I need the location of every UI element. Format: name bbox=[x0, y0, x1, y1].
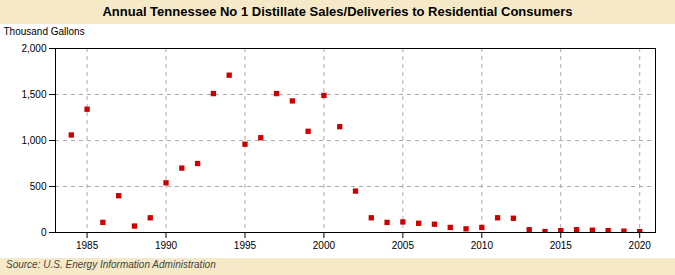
svg-text:2005: 2005 bbox=[392, 240, 415, 251]
svg-text:1,000: 1,000 bbox=[21, 135, 46, 146]
svg-text:500: 500 bbox=[30, 181, 47, 192]
svg-text:2000: 2000 bbox=[313, 240, 336, 251]
svg-text:2020: 2020 bbox=[629, 240, 652, 251]
svg-text:1990: 1990 bbox=[155, 240, 178, 251]
svg-text:0: 0 bbox=[41, 227, 47, 238]
html-text:Source: U.S. Energy Informatio: Source: U.S. Energy Information Administ… bbox=[6, 259, 216, 270]
html-text:Annual Tennessee No 1 Distilla: Annual Tennessee No 1 Distillate Sales/D… bbox=[102, 4, 573, 19]
svg-text:2015: 2015 bbox=[550, 240, 573, 251]
svg-text:Thousand Gallons: Thousand Gallons bbox=[4, 26, 85, 37]
svg-text:1985: 1985 bbox=[76, 240, 99, 251]
svg-text:1,500: 1,500 bbox=[21, 89, 46, 100]
svg-text:1995: 1995 bbox=[234, 240, 257, 251]
svg-text:2,000: 2,000 bbox=[21, 43, 46, 54]
svg-text:2010: 2010 bbox=[471, 240, 494, 251]
